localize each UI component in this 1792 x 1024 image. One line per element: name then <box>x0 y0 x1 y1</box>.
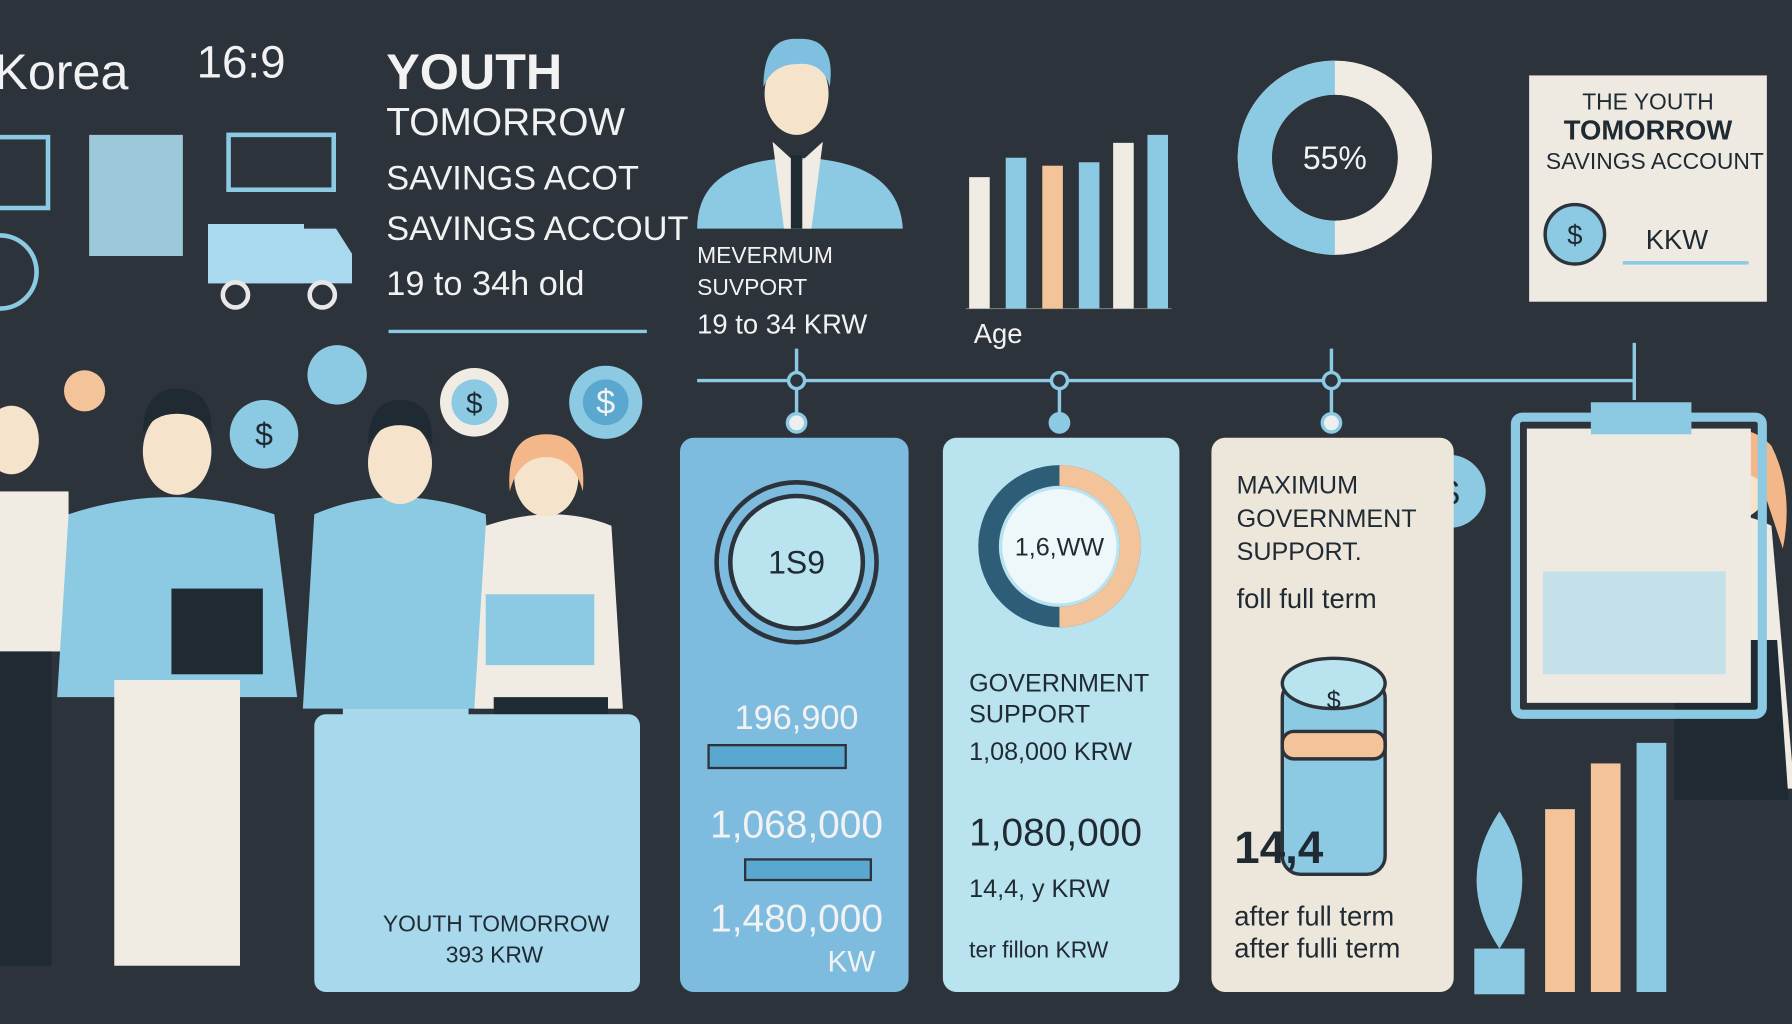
ratio: 16:9 <box>197 37 286 88</box>
donut-label: 55% <box>1303 140 1367 176</box>
big-amount: 14,4 <box>1234 822 1324 873</box>
line: 14,4, y KRW <box>969 875 1110 903</box>
line: ter fillon KRW <box>969 937 1109 963</box>
big-amount: 1,080,000 <box>969 812 1142 855</box>
title-line: TOMORROW <box>386 101 625 144</box>
bar-decor <box>707 744 847 770</box>
dial-label: 1S9 <box>768 545 825 581</box>
profile-range: 19 to 34 KRW <box>697 309 867 340</box>
amount-line: 1,08,000 KRW <box>969 738 1132 766</box>
profile-label: SUVPORT <box>697 274 807 300</box>
coin-stack <box>1280 656 1387 876</box>
donut-label: 1,6,WW <box>1015 533 1105 561</box>
country: Korea <box>0 43 128 100</box>
heading: MAXIMUM <box>1237 472 1358 500</box>
dollar-bubbles <box>64 345 1486 528</box>
donut-ring <box>1237 60 1432 255</box>
heading: SUPPORT <box>969 700 1090 728</box>
profile-label: MEVERMUM <box>697 242 833 268</box>
card-code: KKW <box>1646 224 1709 255</box>
unit: KW <box>827 945 875 978</box>
dollar-icon: $ <box>466 388 483 421</box>
title-line: YOUTH <box>386 43 562 100</box>
amount: 1,480,000 <box>710 897 883 940</box>
dial-ring <box>714 479 879 645</box>
amount: 1,068,000 <box>710 804 883 847</box>
title-line: SAVINGS ACCOUT <box>386 210 688 248</box>
heading: GOVERNMENT <box>969 669 1149 697</box>
icons-top-left <box>0 132 352 311</box>
title-line: SAVINGS ACOT <box>386 160 639 198</box>
card-title: THE YOUTH <box>1582 89 1714 115</box>
card-title: TOMORROW <box>1564 114 1733 145</box>
footer-title: YOUTH TOMORROW <box>383 910 610 936</box>
age-bars <box>965 134 1172 310</box>
dollar-icon: $ <box>596 384 615 422</box>
line: after full term <box>1234 901 1394 932</box>
heading: GOVERNMENT <box>1237 505 1417 533</box>
bar-decor <box>744 858 872 882</box>
card-coin <box>1543 202 1607 266</box>
amount: 196,900 <box>735 699 859 737</box>
coin-icon: $ <box>1327 687 1341 715</box>
age-label: Age <box>974 318 1023 349</box>
profile-figure <box>697 38 903 229</box>
footer-amount: 393 KRW <box>446 941 544 967</box>
dollar-icon: $ <box>255 417 273 453</box>
sub: foll full term <box>1237 583 1377 614</box>
age-range: 19 to 34h old <box>386 265 584 303</box>
dial <box>728 493 866 631</box>
people <box>0 388 1792 992</box>
panel-donut <box>978 465 1141 628</box>
easel <box>1474 402 1767 995</box>
card-icon: $ <box>1567 220 1582 251</box>
heading: SUPPORT. <box>1237 538 1362 566</box>
timeline <box>697 342 1636 434</box>
line: after fulli term <box>1234 933 1400 964</box>
card-title: SAVINGS ACCOUNT <box>1546 148 1764 174</box>
